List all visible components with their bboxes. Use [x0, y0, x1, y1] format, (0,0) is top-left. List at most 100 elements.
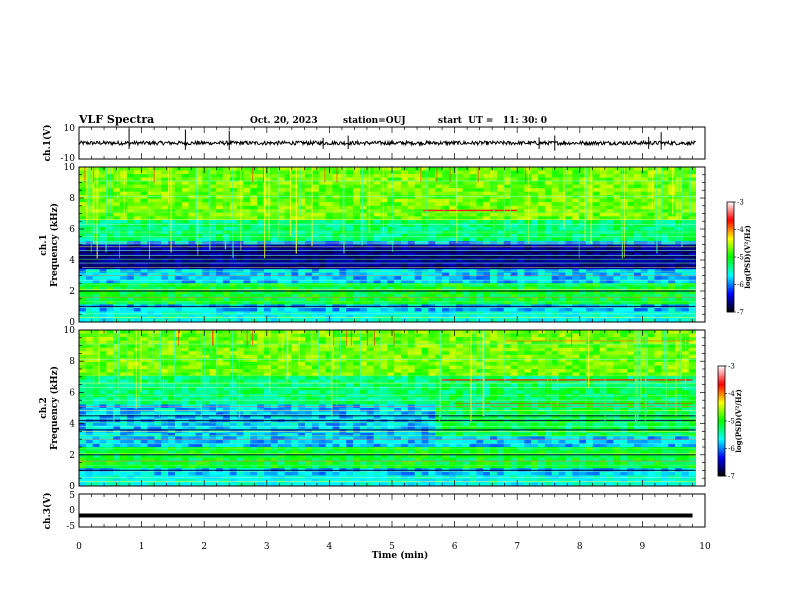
- spectrogram-cell: [448, 226, 457, 231]
- spectrogram-cell: [483, 170, 491, 175]
- spectrogram-cell: [174, 226, 183, 231]
- spectrogram-cell: [510, 174, 518, 178]
- spectrogram-cell: [120, 408, 128, 412]
- spectrogram-cell: [448, 202, 457, 207]
- spectrogram-cell: [236, 290, 244, 295]
- spectrogram-cell: [133, 454, 142, 459]
- spectrogram-cell: [435, 290, 443, 295]
- spectrogram-cell: [517, 314, 525, 319]
- spectrogram-cell: [469, 170, 477, 175]
- spectrogram-cell: [305, 244, 313, 249]
- spectrogram-cell: [435, 184, 443, 189]
- spectrogram-cell: [209, 198, 217, 203]
- spectrogram-cell: [113, 307, 121, 312]
- spectrogram-cell: [455, 290, 464, 295]
- spectrogram-cell: [455, 191, 464, 196]
- spectrogram-cell: [120, 283, 128, 288]
- spectrogram-cell: [236, 286, 244, 291]
- spectrogram-cell: [483, 248, 491, 252]
- spectrogram-cell: [428, 212, 436, 217]
- spectrogram-cell: [455, 226, 464, 231]
- spectrogram-cell: [462, 188, 470, 193]
- spectrogram-cell: [496, 318, 505, 323]
- spectrogram-cell: [599, 212, 607, 217]
- spectrogram-cell: [277, 272, 285, 277]
- spectrogram-cell: [346, 283, 354, 288]
- spectrogram-cell: [572, 286, 580, 291]
- spectrogram-cell: [401, 198, 409, 203]
- colorbar-segment: [727, 238, 734, 241]
- spectrogram-cell: [216, 244, 224, 249]
- spectrogram-cell: [284, 318, 292, 323]
- spectrogram-cell: [531, 170, 539, 175]
- spectrogram-cell: [79, 425, 87, 430]
- spectrogram-cell: [332, 244, 340, 249]
- spectrogram-cell: [510, 251, 518, 256]
- spectrogram-cell: [174, 279, 183, 284]
- spectrogram-cell: [120, 269, 128, 274]
- spectrogram-cell: [181, 181, 190, 186]
- spectrogram-cell: [202, 318, 210, 323]
- spectrogram-cell: [277, 198, 285, 203]
- spectrogram-cell: [531, 223, 539, 228]
- spectrogram-cell: [188, 226, 196, 231]
- spectrogram-cell: [126, 443, 135, 448]
- spectrogram-cell: [503, 170, 512, 175]
- spectrogram-cell: [620, 283, 628, 288]
- colorbar-segment: [727, 266, 734, 269]
- spectrogram-cell: [120, 314, 128, 319]
- spectrogram-cell: [161, 248, 169, 252]
- spectrogram-cell: [394, 244, 402, 249]
- y-tick-label: 10: [64, 163, 76, 173]
- spectrogram-cell: [339, 269, 347, 274]
- spectrogram-cell: [633, 198, 642, 203]
- spectrogram-cell: [661, 233, 669, 238]
- spectrogram-cell: [318, 279, 327, 284]
- spectrogram-cell: [236, 223, 244, 228]
- spectrogram-cell: [332, 226, 340, 231]
- spectrogram-cell: [359, 269, 368, 274]
- spectrogram-cell: [359, 188, 368, 193]
- spectrogram-cell: [421, 279, 429, 284]
- spectrogram-cell: [311, 195, 320, 200]
- spectrogram-cell: [469, 307, 477, 312]
- spectrogram-cell: [455, 195, 464, 200]
- spectrogram-cell: [654, 248, 662, 252]
- spectrogram-cell: [380, 272, 388, 277]
- spectrogram-cell: [216, 262, 224, 267]
- spectrogram-cell: [195, 251, 203, 256]
- spectrogram-cell: [99, 436, 107, 441]
- spectrogram-cell: [592, 174, 601, 178]
- spectrogram-cell: [92, 202, 100, 207]
- spectrogram-cell: [257, 226, 265, 231]
- spectrogram-cell: [284, 307, 292, 312]
- spectrogram-cell: [359, 209, 368, 214]
- spectrogram-cell: [517, 244, 525, 249]
- spectrogram-cell: [428, 307, 436, 312]
- colorbar-segment: [727, 276, 734, 279]
- spectrogram-cell: [311, 248, 320, 252]
- spectrogram-cell: [147, 184, 155, 189]
- spectrogram-cell: [147, 443, 155, 448]
- spectrogram-cell: [442, 167, 450, 171]
- spectrogram-cell: [99, 482, 107, 487]
- spectrogram-cell: [661, 191, 669, 196]
- spectrogram-cell: [531, 283, 539, 288]
- spectrogram-cell: [195, 272, 203, 277]
- spectrogram-cell: [688, 279, 697, 284]
- spectrogram-cell: [79, 411, 87, 416]
- spectrogram-cell: [503, 198, 512, 203]
- spectrogram-cell: [442, 202, 450, 207]
- spectrogram-cell: [387, 276, 395, 281]
- spectrogram-cell: [524, 262, 532, 267]
- spectrogram-cell: [79, 233, 87, 238]
- spectrogram-cell: [243, 237, 251, 242]
- spectrogram-cell: [462, 248, 470, 252]
- spectrogram-cell: [140, 330, 148, 334]
- spectrogram-cell: [462, 212, 470, 217]
- spectrogram-cell: [496, 177, 505, 182]
- spectrogram-cell: [633, 244, 642, 249]
- spectrogram-cell: [113, 379, 121, 384]
- spectrogram-cell: [688, 219, 697, 224]
- spectrogram-cell: [428, 191, 436, 196]
